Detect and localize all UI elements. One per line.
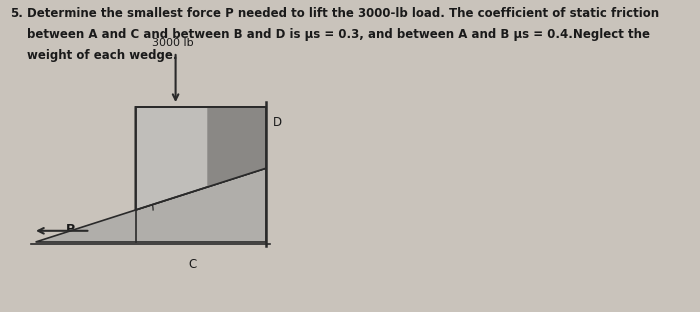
Polygon shape — [136, 107, 266, 210]
Polygon shape — [36, 168, 266, 242]
Text: B: B — [167, 152, 176, 165]
Polygon shape — [207, 107, 266, 187]
Text: 15°: 15° — [145, 192, 162, 202]
Text: between A and C and between B and D is μs = 0.3, and between A and B μs = 0.4.Ne: between A and C and between B and D is μ… — [27, 28, 650, 41]
Text: A: A — [148, 221, 156, 234]
Text: 3000 lb: 3000 lb — [153, 38, 194, 48]
Text: Determine the smallest force P needed to lift the 3000-lb load. The coefficient : Determine the smallest force P needed to… — [27, 7, 659, 20]
Text: P: P — [66, 223, 76, 236]
Text: C: C — [188, 258, 197, 271]
Text: weight of each wedge.: weight of each wedge. — [27, 49, 177, 62]
Text: 5.: 5. — [10, 7, 23, 20]
Text: D: D — [273, 115, 282, 129]
